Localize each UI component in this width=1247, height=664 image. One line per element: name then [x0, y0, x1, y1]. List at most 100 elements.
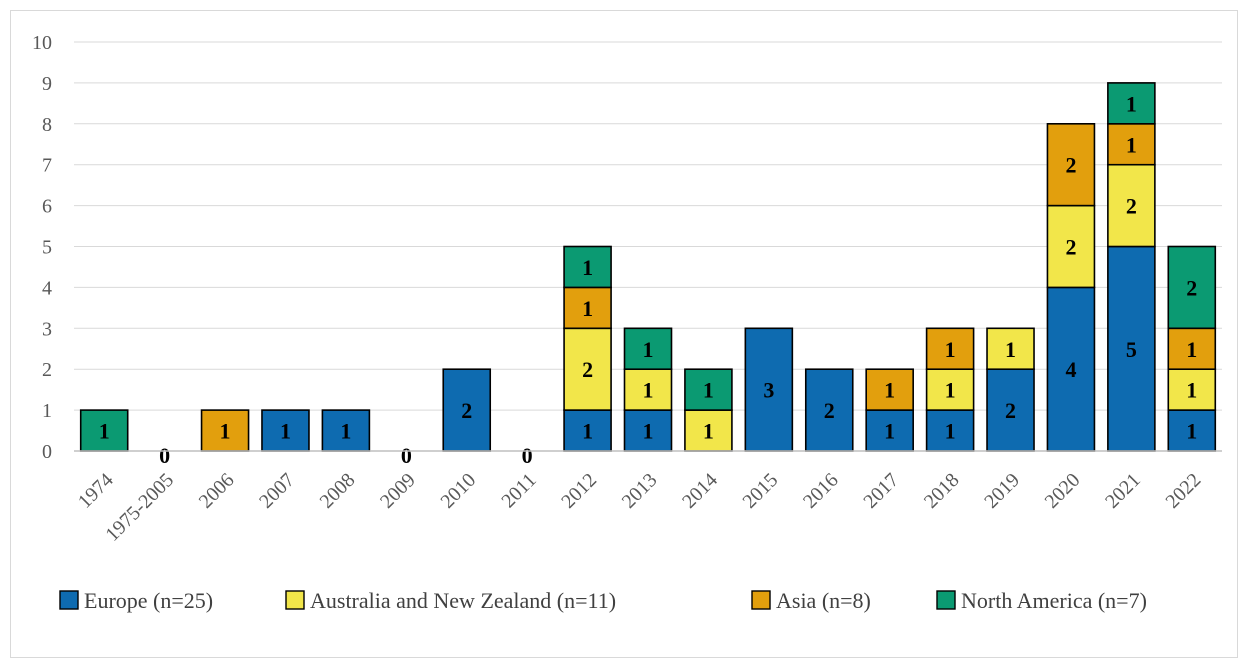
x-tick-label: 2020: [1041, 469, 1085, 513]
legend-label: North America (n=7): [961, 588, 1147, 613]
bar-segment: [744, 327, 794, 452]
legend-swatch: [936, 590, 956, 610]
bar-segment: [1107, 245, 1156, 452]
bar-segment: [1046, 286, 1096, 452]
bar-segment: [684, 368, 733, 411]
y-tick-label: 2: [42, 359, 52, 381]
x-tick-label: 2008: [316, 469, 360, 513]
data-label: 2: [1005, 398, 1016, 423]
bar-segment: [925, 327, 975, 370]
y-tick-label: 10: [32, 32, 52, 54]
data-label: 5: [1126, 337, 1137, 362]
bar-segment: [1107, 163, 1156, 248]
data-label: 1: [582, 296, 593, 321]
bar-segment: [79, 409, 129, 452]
data-label: 1: [703, 419, 714, 444]
x-tick-label: 2015: [739, 469, 783, 513]
data-label: 1: [1186, 419, 1197, 444]
bar-segment: [563, 409, 612, 452]
x-tick-label: 2011: [497, 469, 540, 512]
legend-label: Asia (n=8): [776, 588, 871, 613]
x-tick-label: 2012: [557, 469, 601, 513]
data-label: 1: [99, 419, 110, 444]
x-tick-label: 2010: [436, 469, 480, 513]
legend-swatch: [59, 590, 79, 610]
data-label: 1: [280, 419, 291, 444]
x-tick-label: 2022: [1161, 469, 1205, 513]
bar-segment: [1046, 204, 1096, 289]
bar-segment: [623, 327, 673, 370]
bar-segment: [261, 409, 310, 452]
y-tick-label: 8: [42, 114, 52, 136]
bar-segment: [563, 327, 612, 411]
bar-segment: [623, 368, 673, 411]
data-label: 2: [824, 398, 835, 423]
legend-label: Australia and New Zealand (n=11): [310, 588, 616, 613]
zero-data-label: 0: [401, 443, 412, 468]
bar-segment: [442, 368, 492, 452]
data-label: 1: [1005, 337, 1016, 362]
data-label: 1: [220, 419, 231, 444]
legend-item: North America (n=7): [936, 588, 1147, 613]
data-label: 4: [1065, 357, 1076, 382]
data-label: 1: [703, 378, 714, 403]
legend-swatch: [285, 590, 305, 610]
data-label: 1: [1186, 337, 1197, 362]
y-tick-label: 9: [42, 73, 52, 95]
bar-segment: [1167, 245, 1217, 330]
legend-item: Europe (n=25): [59, 588, 213, 613]
data-label: 1: [340, 419, 351, 444]
x-tick-label: 2021: [1101, 469, 1145, 513]
data-label: 2: [1126, 194, 1137, 219]
bar-segment: [865, 368, 914, 411]
data-label: 1: [1126, 91, 1137, 116]
data-label: 1: [1186, 378, 1197, 403]
data-label: 1: [1126, 132, 1137, 157]
bar-segment: [986, 327, 1035, 370]
legend-item: Asia (n=8): [751, 588, 871, 613]
y-tick-label: 6: [42, 196, 52, 218]
zero-data-label: 0: [159, 443, 170, 468]
x-tick-label: 2014: [678, 469, 722, 513]
y-tick-label: 1: [42, 400, 52, 422]
bar-segment: [986, 368, 1035, 452]
y-tick-label: 5: [42, 237, 52, 259]
x-tick-label: 2007: [255, 469, 299, 513]
bar-segment: [321, 409, 371, 452]
data-label: 2: [1065, 235, 1076, 260]
x-tick-label: 2009: [376, 469, 420, 513]
data-label: 2: [1065, 153, 1076, 178]
x-tick-label: 2016: [799, 469, 843, 513]
y-tick-label: 7: [42, 155, 52, 177]
bar-segment: [563, 286, 612, 330]
x-tick-label: 2019: [980, 469, 1024, 513]
data-label: 1: [884, 378, 895, 403]
data-label: 1: [945, 337, 956, 362]
x-tick-label: 2017: [859, 469, 903, 513]
data-label: 2: [461, 398, 472, 423]
data-label: 1: [582, 419, 593, 444]
y-tick-label: 4: [42, 277, 52, 299]
x-tick-label: 1974: [74, 469, 118, 513]
data-label: 3: [763, 378, 774, 403]
bar-segment: [563, 245, 612, 289]
y-tick-label: 3: [42, 318, 52, 340]
data-label: 1: [945, 419, 956, 444]
data-label: 1: [945, 378, 956, 403]
data-label: 1: [643, 378, 654, 403]
bar-segment: [200, 409, 250, 452]
data-label: 1: [643, 419, 654, 444]
legend-item: Australia and New Zealand (n=11): [285, 588, 616, 613]
x-tick-label: 2018: [920, 469, 964, 513]
bar-segment: [1046, 123, 1096, 207]
data-label: 1: [582, 255, 593, 280]
x-tick-label: 2013: [618, 469, 662, 513]
y-tick-label: 0: [42, 441, 52, 463]
legend-swatch: [751, 590, 771, 610]
data-label: 2: [582, 357, 593, 382]
data-label: 2: [1186, 275, 1197, 300]
data-label: 1: [884, 419, 895, 444]
bar-segment: [1107, 82, 1156, 125]
legend-label: Europe (n=25): [84, 588, 213, 613]
